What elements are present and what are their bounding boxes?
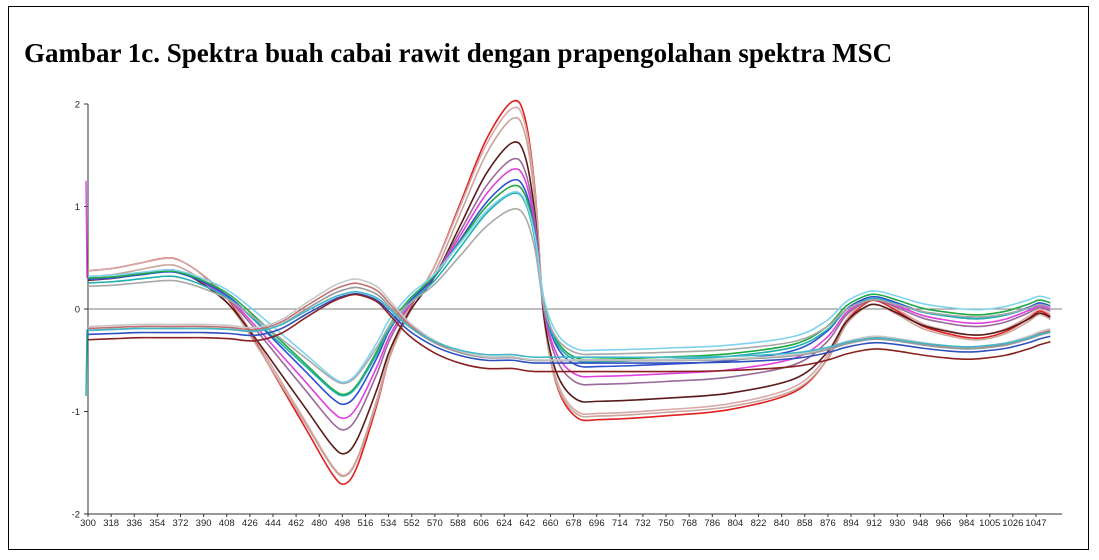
x-tick-label: 966 bbox=[936, 518, 952, 529]
spectrum-line-10 bbox=[87, 207, 1051, 385]
x-tick-label: 642 bbox=[519, 518, 535, 529]
spectrum-line-9 bbox=[87, 192, 1051, 397]
x-tick-label: 912 bbox=[866, 518, 882, 529]
x-tick-label: 822 bbox=[751, 518, 767, 529]
x-tick-label: 1026 bbox=[1002, 518, 1023, 529]
figure-title: Gambar 1c. Spektra buah cabai rawit deng… bbox=[24, 38, 893, 68]
spectrum-line-3 bbox=[87, 116, 1051, 478]
x-tick-label: 462 bbox=[288, 518, 304, 529]
y-tick-label: -1 bbox=[72, 407, 80, 418]
x-tick-label: 786 bbox=[704, 518, 720, 529]
edge-artifact-cyan bbox=[85, 329, 88, 397]
spectrum-line-6 bbox=[87, 167, 1051, 420]
x-tick-label: 948 bbox=[912, 518, 928, 529]
x-tick-label: 894 bbox=[843, 518, 859, 529]
x-tick-label: 876 bbox=[820, 518, 836, 529]
spectrum-line-17 bbox=[87, 290, 1051, 359]
x-tick-label: 678 bbox=[566, 518, 582, 529]
x-tick-label: 1047 bbox=[1025, 518, 1046, 529]
y-tick-label: 1 bbox=[75, 202, 80, 213]
x-tick-label: 984 bbox=[959, 518, 975, 529]
x-tick-label: 606 bbox=[473, 518, 489, 529]
x-tick-label: 444 bbox=[265, 518, 281, 529]
x-tick-label: 750 bbox=[658, 518, 674, 529]
x-tick-label: 624 bbox=[496, 518, 512, 529]
y-tick-label: 2 bbox=[75, 100, 80, 111]
figure-frame bbox=[8, 6, 1089, 550]
x-tick-label: 408 bbox=[219, 518, 235, 529]
spectrum-line-12 bbox=[87, 282, 1051, 362]
y-tick-label: -2 bbox=[72, 510, 80, 521]
x-tick-label: 516 bbox=[358, 518, 374, 529]
x-tick-label: 714 bbox=[612, 518, 628, 529]
x-tick-label: 534 bbox=[381, 518, 397, 529]
spectrum-line-16 bbox=[87, 293, 1051, 373]
x-tick-label: 372 bbox=[173, 518, 189, 529]
x-tick-label: 930 bbox=[889, 518, 905, 529]
x-tick-label: 858 bbox=[797, 518, 813, 529]
x-tick-label: 696 bbox=[589, 518, 605, 529]
x-tick-label: 390 bbox=[196, 518, 212, 529]
x-tick-label: 570 bbox=[427, 518, 443, 529]
x-tick-label: 804 bbox=[727, 518, 743, 529]
x-tick-label: 336 bbox=[126, 518, 142, 529]
spectrum-line-11 bbox=[87, 191, 1051, 383]
x-tick-label: 354 bbox=[149, 518, 165, 529]
x-tick-label: 732 bbox=[635, 518, 651, 529]
spectrum-line-15 bbox=[87, 292, 1051, 364]
x-tick-label: 840 bbox=[774, 518, 790, 529]
y-tick-label: 0 bbox=[75, 305, 80, 316]
x-tick-label: 588 bbox=[450, 518, 466, 529]
spectrum-line-4 bbox=[87, 141, 1051, 455]
x-tick-label: 552 bbox=[404, 518, 420, 529]
x-tick-label: 480 bbox=[311, 518, 327, 529]
x-tick-label: 300 bbox=[80, 518, 96, 529]
x-tick-label: 660 bbox=[543, 518, 559, 529]
x-tick-label: 1005 bbox=[979, 518, 1000, 529]
x-tick-label: 318 bbox=[103, 518, 119, 529]
spectrum-line-2 bbox=[87, 106, 1051, 477]
edge-artifact-magenta bbox=[85, 180, 88, 279]
x-tick-label: 426 bbox=[242, 518, 258, 529]
x-tick-label: 498 bbox=[334, 518, 350, 529]
x-tick-label: 768 bbox=[681, 518, 697, 529]
